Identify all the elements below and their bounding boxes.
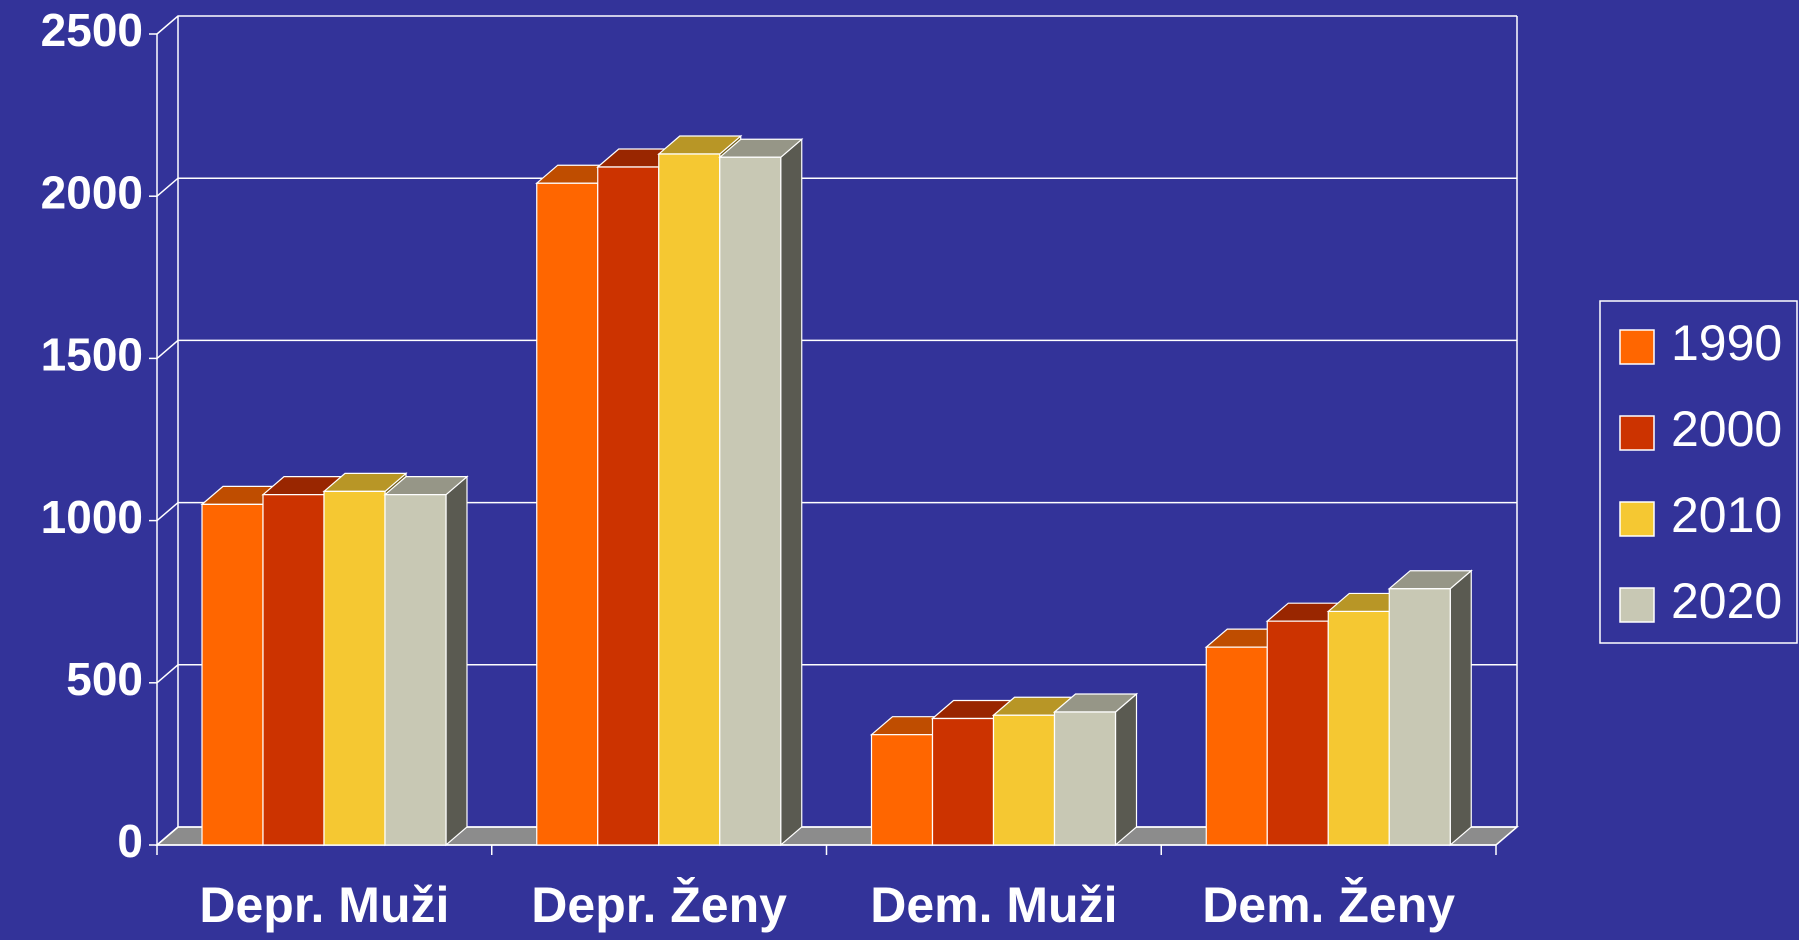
bar-front — [1327, 610, 1390, 846]
bar-side — [1114, 692, 1138, 847]
legend-label: 2020 — [1671, 573, 1782, 629]
x-tick-label: Dem. Ženy — [1202, 877, 1455, 933]
legend-label: 1990 — [1671, 315, 1782, 371]
bar-front — [1266, 620, 1329, 846]
bar-side — [445, 475, 468, 847]
bar-front — [931, 717, 995, 846]
legend-label: 2010 — [1671, 487, 1782, 543]
bar-front — [1388, 588, 1451, 846]
y-tick-label: 0 — [117, 815, 143, 867]
y-tick-label: 1500 — [41, 329, 143, 381]
bar-front — [992, 714, 1056, 846]
bar — [1387, 569, 1473, 847]
grid-line — [156, 15, 1517, 35]
bar-front — [323, 490, 386, 846]
bar — [718, 137, 804, 847]
grid-line — [156, 501, 1517, 522]
legend-swatch — [1619, 415, 1655, 451]
bar-front — [870, 734, 934, 846]
x-tick-label: Dem. Muži — [870, 877, 1117, 933]
bar — [1052, 692, 1139, 847]
x-tick-label: Depr. Ženy — [531, 877, 787, 933]
bar-front — [1053, 711, 1117, 846]
grid-line — [156, 177, 1517, 197]
bar-front — [1205, 646, 1268, 846]
bar-side — [1449, 569, 1472, 847]
y-tick-label: 500 — [66, 653, 143, 705]
bar-front — [658, 153, 721, 846]
bar-front — [201, 503, 264, 846]
bar-front — [262, 494, 325, 846]
y-tick-label: 2500 — [41, 4, 143, 56]
legend-swatch — [1619, 329, 1655, 365]
grid-line — [156, 339, 1517, 359]
bar-side — [780, 137, 803, 847]
legend-label: 2000 — [1671, 401, 1782, 457]
bar-front — [536, 182, 599, 846]
x-tick-label: Depr. Muži — [199, 877, 449, 933]
y-tick-label: 1000 — [41, 491, 143, 543]
bar — [383, 475, 469, 847]
bar-front — [384, 494, 447, 846]
bar-front — [719, 156, 782, 846]
bar-front — [597, 166, 660, 846]
grid-line — [156, 664, 1517, 684]
y-tick-label: 2000 — [41, 166, 143, 218]
legend-swatch — [1619, 587, 1655, 623]
legend-swatch — [1619, 501, 1655, 537]
legend — [1599, 300, 1798, 644]
